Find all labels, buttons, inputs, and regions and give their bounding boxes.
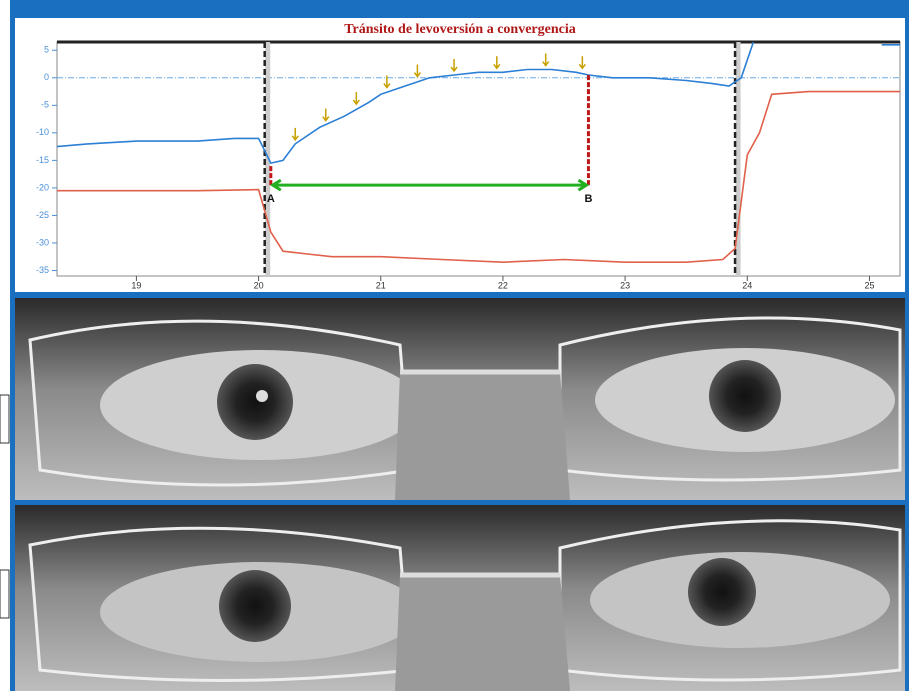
x-tick-label: 19	[131, 280, 141, 290]
y-tick-label: -30	[36, 237, 49, 247]
page: {"chart_data": {"type": "line", "title":…	[0, 0, 909, 691]
y-tick-label: -35	[36, 265, 49, 275]
photo-bottom	[15, 505, 905, 691]
y-tick-label: 0	[44, 72, 49, 82]
plot-area	[57, 42, 900, 276]
x-tick-label: 21	[376, 280, 386, 290]
y-tick-label: -20	[36, 182, 49, 192]
y-tick-label: -10	[36, 127, 49, 137]
annotation-label: A	[267, 193, 275, 205]
y-tick-label: -15	[36, 155, 49, 165]
figure: Tránsito de levoversión a convergencia 5…	[0, 0, 909, 691]
y-tick-label: -25	[36, 210, 49, 220]
annotation-label: B	[584, 193, 592, 205]
x-tick-label: 20	[254, 280, 264, 290]
x-tick-label: 22	[498, 280, 508, 290]
chart-title: Tránsito de levoversión a convergencia	[344, 22, 576, 37]
x-tick-label: 24	[742, 280, 752, 290]
photo-top	[15, 298, 905, 500]
x-tick-label: 25	[864, 280, 874, 290]
y-tick-label: 5	[44, 45, 49, 55]
y-tick-label: -5	[41, 100, 49, 110]
side-box	[0, 395, 9, 443]
side-box	[0, 570, 9, 618]
x-tick-label: 23	[620, 280, 630, 290]
